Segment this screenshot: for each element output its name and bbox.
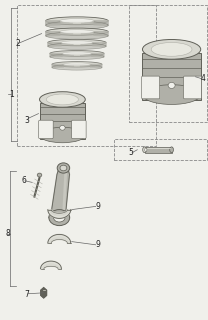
Ellipse shape [62,52,92,55]
Ellipse shape [50,51,104,56]
FancyBboxPatch shape [184,76,202,99]
Text: 5: 5 [129,148,134,157]
Ellipse shape [151,43,192,56]
Polygon shape [52,64,63,68]
Ellipse shape [63,63,91,66]
FancyBboxPatch shape [72,120,86,139]
Text: 4: 4 [200,74,205,83]
Text: 2: 2 [15,39,20,48]
Ellipse shape [61,41,93,44]
Ellipse shape [37,173,42,177]
Ellipse shape [53,213,65,222]
FancyBboxPatch shape [39,120,53,139]
Text: 9: 9 [95,202,100,211]
Ellipse shape [142,39,201,59]
Ellipse shape [145,148,147,151]
Ellipse shape [46,28,108,35]
Ellipse shape [168,82,175,88]
Polygon shape [48,235,71,243]
Bar [114,139,207,160]
Text: 3: 3 [25,116,30,124]
Polygon shape [41,288,47,298]
Ellipse shape [46,94,78,105]
Polygon shape [50,53,62,57]
Ellipse shape [143,147,146,153]
Ellipse shape [46,32,108,39]
FancyBboxPatch shape [142,76,160,99]
Polygon shape [48,43,61,46]
FancyBboxPatch shape [142,53,201,100]
Bar [129,5,207,122]
Ellipse shape [142,85,201,104]
Polygon shape [46,32,60,36]
Ellipse shape [57,163,70,173]
FancyBboxPatch shape [40,102,85,139]
Polygon shape [94,21,108,26]
Polygon shape [49,168,70,218]
Text: 7: 7 [25,290,30,299]
FancyBboxPatch shape [145,147,172,153]
Polygon shape [46,21,60,26]
Bar [17,5,156,146]
Ellipse shape [60,19,94,23]
Polygon shape [93,43,106,46]
Ellipse shape [40,92,85,107]
Text: 9: 9 [95,240,100,249]
Ellipse shape [52,65,102,70]
Ellipse shape [60,165,67,171]
Ellipse shape [48,39,106,46]
Polygon shape [92,53,104,57]
Ellipse shape [48,43,106,49]
Ellipse shape [49,210,70,226]
Text: 1: 1 [9,90,14,99]
Ellipse shape [52,61,102,67]
Polygon shape [48,210,71,218]
Ellipse shape [40,127,85,143]
Text: 6: 6 [21,176,26,185]
Ellipse shape [50,54,104,60]
Ellipse shape [46,17,108,25]
Text: 8: 8 [6,229,11,238]
Ellipse shape [46,21,108,29]
Ellipse shape [170,147,173,153]
Polygon shape [41,261,61,269]
Ellipse shape [60,30,94,34]
Ellipse shape [60,125,65,130]
Polygon shape [91,64,102,68]
Polygon shape [94,32,108,36]
